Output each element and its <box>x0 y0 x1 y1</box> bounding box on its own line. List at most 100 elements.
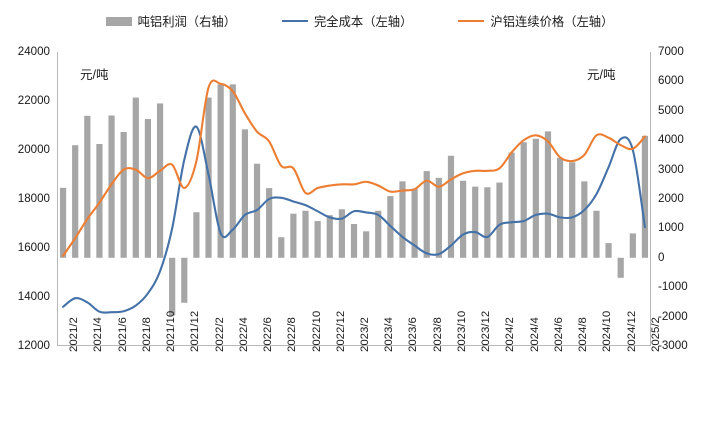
bar-series-profit <box>59 84 649 316</box>
y-axis-left-tick-label: 12000 <box>17 339 50 352</box>
x-axis-tick-label: 2024/4 <box>528 317 541 352</box>
bar <box>278 237 285 258</box>
bar <box>423 171 430 258</box>
x-axis-tick-label: 2023/4 <box>383 317 396 352</box>
bar <box>520 142 527 258</box>
bar <box>484 187 491 258</box>
x-axis-tick-label: 2023/12 <box>480 310 493 352</box>
x-axis-tick-label: 2022/12 <box>334 310 347 352</box>
x-axis-tick-label: 2024/6 <box>552 317 565 352</box>
bar-swatch-icon <box>105 16 132 26</box>
legend-item-shfe-price: 沪铝连续价格（左轴） <box>458 12 613 30</box>
bar <box>569 162 576 258</box>
y-axis-right-tick-label: 1000 <box>658 221 684 235</box>
bar <box>617 257 624 278</box>
legend-item-profit: 吨铝利润（右轴） <box>105 12 236 30</box>
y-axis-right-tick-label: -2000 <box>658 309 688 323</box>
x-axis-tick-label: 2021/8 <box>140 317 153 352</box>
x-axis-tick-label: 2022/6 <box>262 317 275 352</box>
x-axis-tick-label: 2024/10 <box>601 310 614 352</box>
bar <box>314 221 321 258</box>
y-axis-left-tick-label: 24000 <box>17 45 50 58</box>
bar <box>59 187 67 258</box>
bar <box>156 103 164 258</box>
y-axis-left-tick-label: 22000 <box>17 94 50 107</box>
y-axis-right-tick-label: 0 <box>658 250 665 264</box>
x-axis-tick-label: 2021/12 <box>189 310 202 352</box>
x-axis-tick-label: 2022/4 <box>237 317 250 352</box>
bar <box>120 131 127 258</box>
bar <box>363 231 370 258</box>
bar <box>496 182 503 258</box>
chart-legend: 吨铝利润（右轴） 完全成本（左轴） 沪铝连续价格（左轴） <box>0 8 719 34</box>
bar <box>544 131 552 258</box>
bar <box>144 119 152 258</box>
x-axis-tick-label: 2022/10 <box>310 310 323 352</box>
bar <box>605 243 612 258</box>
legend-item-full-cost: 完全成本（左轴） <box>282 12 412 30</box>
chart-canvas <box>57 52 651 346</box>
bar <box>290 213 297 258</box>
bar <box>326 215 333 258</box>
bar <box>581 181 588 258</box>
x-axis-tick-label: 2021/10 <box>165 310 178 352</box>
x-axis-tick-label: 2021/2 <box>68 317 81 352</box>
bar <box>108 115 115 258</box>
x-axis-tick-label: 2023/10 <box>455 310 468 352</box>
bar <box>302 210 309 258</box>
bar <box>629 233 636 258</box>
x-axis-tick-label: 2024/12 <box>625 310 638 352</box>
x-axis-tick-label: 2021/4 <box>92 317 105 352</box>
y-axis-right-tick-label: 3000 <box>658 162 684 176</box>
bar <box>229 84 236 258</box>
bar <box>132 97 139 258</box>
plot-area <box>57 52 651 346</box>
bar <box>72 145 79 258</box>
x-axis-tick-label: 2023/6 <box>407 317 420 352</box>
bar <box>508 152 515 258</box>
y-axis-left-tick-label: 16000 <box>17 241 50 254</box>
bar <box>556 157 564 258</box>
bar <box>193 212 200 258</box>
bar <box>84 115 91 258</box>
y-axis-right-tick-label: 7000 <box>658 45 684 58</box>
bar <box>593 210 600 258</box>
line-series-shfe-price <box>62 79 646 257</box>
y-axis-right-tick-label: -1000 <box>658 280 688 294</box>
line-series-full-cost <box>62 125 646 314</box>
y-axis-left-tick-label: 18000 <box>17 192 50 205</box>
bar <box>169 257 176 316</box>
bar <box>375 210 382 258</box>
bar <box>411 188 418 258</box>
y-axis-right-tick-label: 2000 <box>658 192 684 205</box>
bar <box>472 186 479 258</box>
x-axis-tick-label: 2025/2 <box>649 317 662 352</box>
line-swatch-blue-icon <box>282 20 308 22</box>
y-axis-right-tick-label: 4000 <box>658 133 684 147</box>
x-axis-tick-label: 2022/8 <box>286 317 299 352</box>
legend-label-profit: 吨铝利润（右轴） <box>137 15 236 29</box>
bar <box>532 138 539 258</box>
bar <box>241 129 248 258</box>
bar <box>460 180 467 258</box>
bar <box>435 177 442 258</box>
bar <box>447 155 455 258</box>
bar <box>181 257 188 303</box>
x-axis-tick-label: 2023/8 <box>431 317 444 352</box>
bar <box>266 188 273 258</box>
x-axis-tick-label: 2024/2 <box>504 317 517 352</box>
y-axis-right-tick-label: 6000 <box>658 74 684 88</box>
bar <box>641 135 649 258</box>
x-axis-tick-label: 2022/2 <box>213 317 226 352</box>
bar <box>338 209 345 258</box>
unit-label-left: 元/吨 <box>80 68 109 82</box>
x-axis-tick-label: 2024/8 <box>577 317 590 352</box>
y-axis-right-tick-label: -3000 <box>658 339 688 352</box>
legend-label-shfe-price: 沪铝连续价格（左轴） <box>490 15 614 29</box>
axis-lines <box>57 52 651 346</box>
y-axis-left-tick-label: 14000 <box>17 290 50 303</box>
y-axis-left-tick-label: 20000 <box>17 143 50 156</box>
bar <box>350 223 358 258</box>
x-axis-tick-label: 2021/6 <box>116 317 129 352</box>
